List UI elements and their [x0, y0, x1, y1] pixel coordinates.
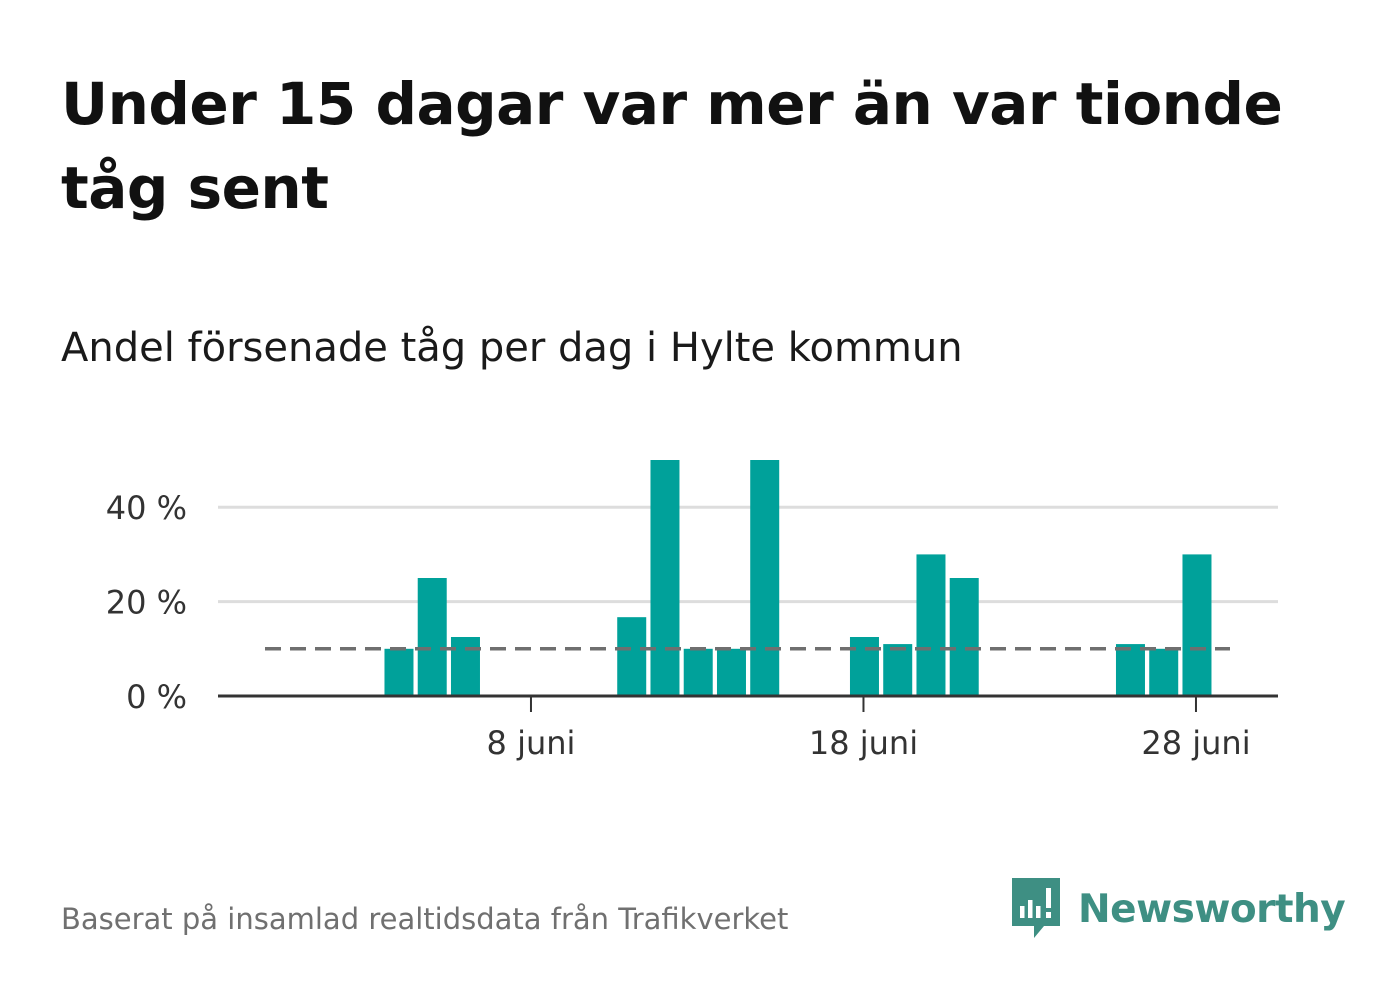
gridlines — [218, 505, 1278, 604]
bar — [683, 648, 713, 696]
bar — [750, 460, 780, 696]
brand-name: Newsworthy — [1078, 886, 1346, 932]
bar — [849, 637, 879, 696]
bars — [384, 460, 1212, 696]
y-tick-label: 0 % — [126, 678, 187, 716]
bar — [1182, 554, 1212, 696]
bar — [1149, 648, 1179, 696]
source-note: Baserat på insamlad realtidsdata från Tr… — [61, 902, 789, 936]
bar — [417, 578, 447, 696]
bar — [916, 554, 946, 696]
newsworthy-logo-icon — [1012, 878, 1060, 938]
bar — [650, 460, 680, 696]
y-tick-label: 40 % — [106, 489, 187, 527]
bar — [450, 637, 480, 696]
bar — [384, 648, 414, 696]
bar — [949, 578, 979, 696]
chart-subtitle: Andel försenade tåg per dag i Hylte komm… — [61, 325, 963, 371]
x-tick-label: 28 juni — [1141, 724, 1250, 762]
axes: 0 % 20 % 40 % 8 juni 18 juni 28 juni — [106, 489, 1278, 762]
chart-title: Under 15 dagar var mer än var tionde tåg… — [61, 70, 1283, 222]
y-tick-label: 20 % — [106, 584, 187, 622]
brand-logo: Newsworthy — [1010, 876, 1346, 942]
bar — [617, 617, 647, 696]
x-tick-label: 8 juni — [487, 724, 576, 762]
bar — [1115, 644, 1145, 696]
bar — [716, 648, 746, 696]
x-tick-label: 18 juni — [809, 724, 918, 762]
bar — [883, 644, 913, 696]
